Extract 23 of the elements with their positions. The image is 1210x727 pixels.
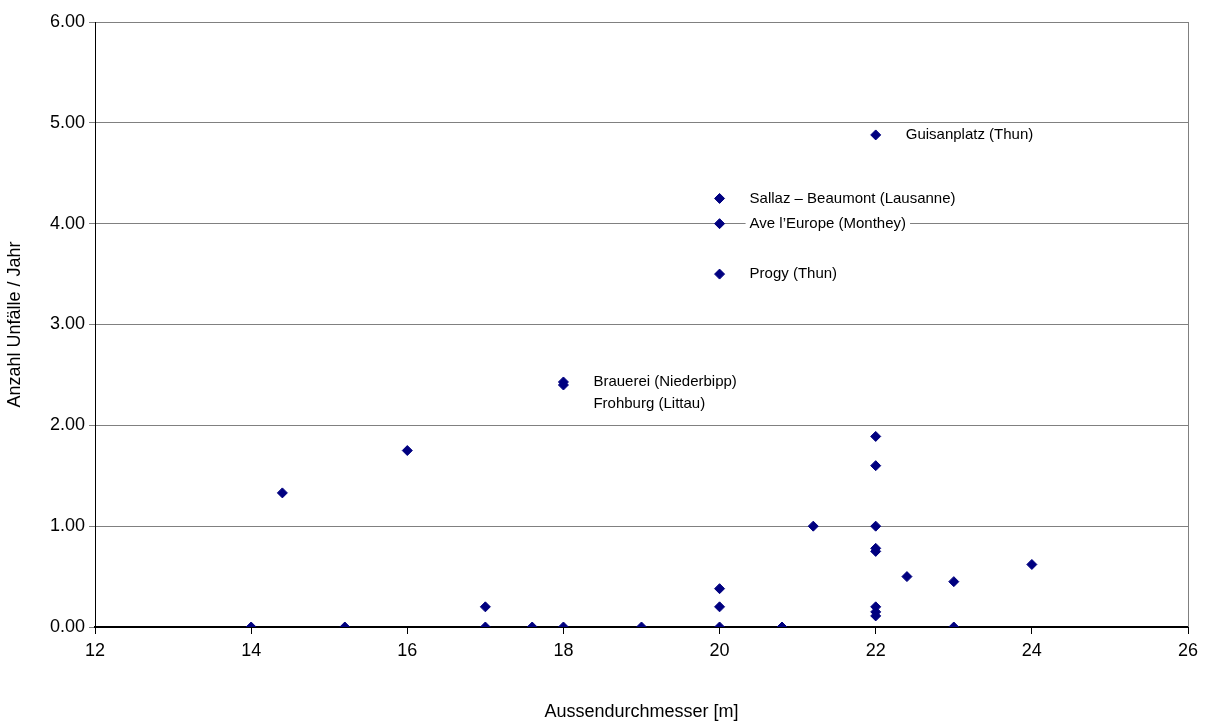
annotation: Ave l’Europe (Monthey) <box>749 213 907 231</box>
x-tick-label: 18 <box>553 639 574 660</box>
x-tick-label: 16 <box>397 639 418 660</box>
y-tick-label: 2.00 <box>49 414 85 435</box>
y-tick-label: 3.00 <box>49 313 85 334</box>
annotation: Guisanplatz (Thun) <box>905 125 1034 143</box>
y-tick-label: 5.00 <box>49 111 85 132</box>
x-axis-title: Aussendurchmesser [m] <box>544 701 739 722</box>
y-tick-label: 6.00 <box>49 10 85 31</box>
y-tick-label: 4.00 <box>49 212 85 233</box>
x-tick-label: 14 <box>241 639 262 660</box>
annotation: Brauerei (Niederbipp) <box>593 372 737 390</box>
y-tick-label: 0.00 <box>49 615 85 636</box>
x-tick-label: 12 <box>84 639 106 660</box>
annotation: Sallaz – Beaumont (Lausanne) <box>749 188 956 206</box>
y-tick-label: 1.00 <box>49 515 85 536</box>
x-tick-label: 26 <box>1177 639 1199 660</box>
x-tick-label: 24 <box>1021 639 1042 660</box>
annotation: Progy (Thun) <box>749 264 838 282</box>
annotation: Frohburg (Littau) <box>593 394 706 412</box>
y-axis-title: Anzahl Unfälle / Jahr <box>3 241 24 408</box>
x-tick-label: 22 <box>865 639 886 660</box>
x-tick-label: 20 <box>709 639 730 660</box>
